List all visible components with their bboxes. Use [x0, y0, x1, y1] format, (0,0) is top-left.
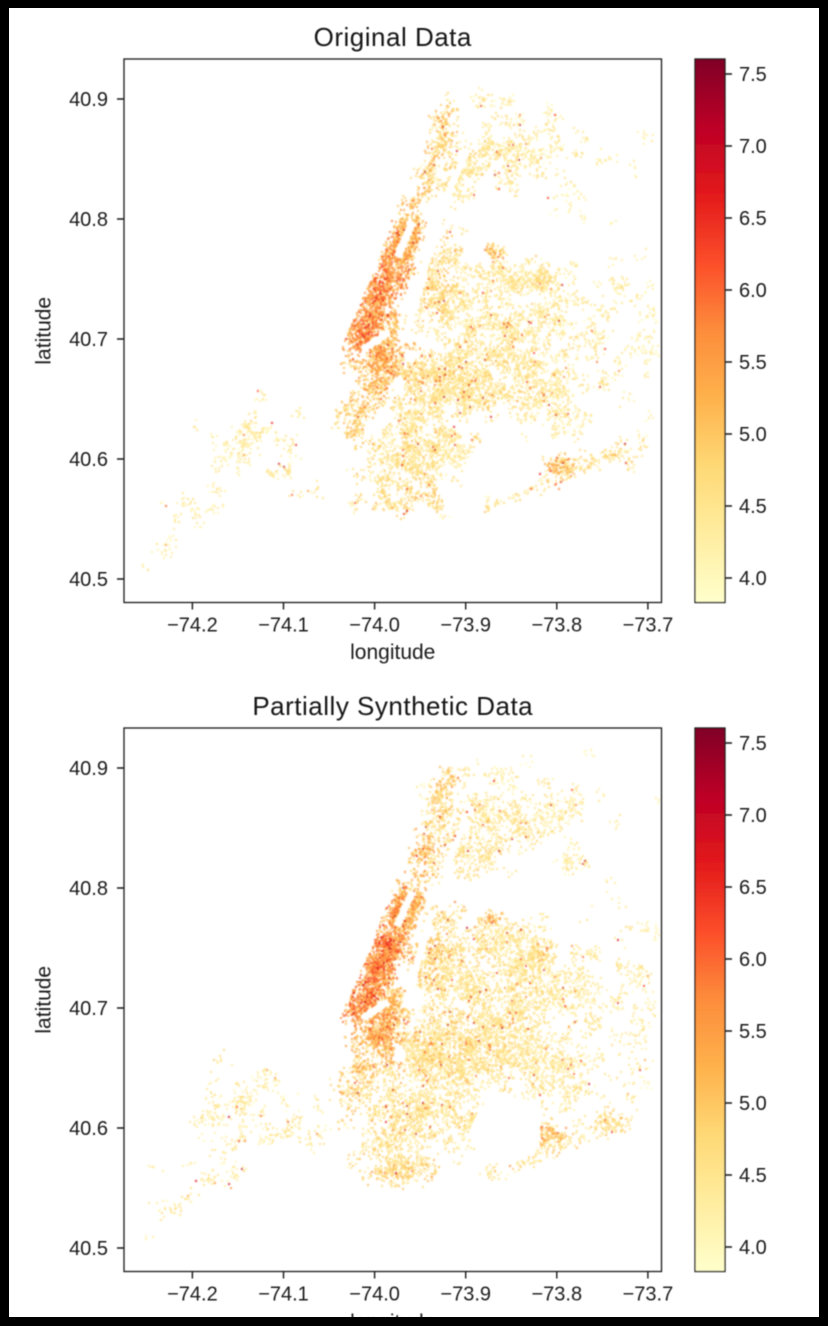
svg-text:6.0: 6.0 [739, 280, 767, 302]
svg-text:40.8: 40.8 [69, 209, 108, 231]
svg-text:latitude: latitude [32, 966, 55, 1034]
svg-text:4.5: 4.5 [739, 496, 767, 518]
svg-text:40.7: 40.7 [69, 329, 108, 351]
svg-text:7.5: 7.5 [739, 733, 767, 755]
svg-text:−73.9: −73.9 [440, 615, 491, 637]
svg-text:longitude: longitude [350, 641, 435, 664]
svg-text:5.0: 5.0 [739, 1093, 767, 1115]
svg-text:40.5: 40.5 [69, 569, 108, 591]
svg-text:6.0: 6.0 [739, 949, 767, 971]
svg-text:40.7: 40.7 [69, 998, 108, 1020]
svg-text:−74.2: −74.2 [167, 615, 218, 637]
svg-text:−74.1: −74.1 [258, 1284, 309, 1306]
svg-text:40.9: 40.9 [69, 758, 108, 780]
svg-text:40.6: 40.6 [69, 449, 108, 471]
svg-text:4.5: 4.5 [739, 1165, 767, 1187]
svg-text:−73.7: −73.7 [623, 615, 674, 637]
svg-text:4.0: 4.0 [739, 1237, 767, 1259]
svg-text:Original Data: Original Data [314, 22, 472, 52]
svg-text:40.5: 40.5 [69, 1238, 108, 1260]
svg-text:6.5: 6.5 [739, 877, 767, 899]
svg-text:−74.0: −74.0 [349, 1284, 400, 1306]
svg-text:7.5: 7.5 [739, 64, 767, 86]
svg-text:−74.1: −74.1 [258, 615, 309, 637]
svg-text:−74.0: −74.0 [349, 615, 400, 637]
svg-text:−73.7: −73.7 [623, 1284, 674, 1306]
svg-text:40.6: 40.6 [69, 1118, 108, 1140]
svg-text:−74.2: −74.2 [167, 1284, 218, 1306]
svg-text:40.8: 40.8 [69, 878, 108, 900]
svg-text:5.5: 5.5 [739, 1021, 767, 1043]
svg-text:6.5: 6.5 [739, 208, 767, 230]
svg-text:5.5: 5.5 [739, 352, 767, 374]
svg-text:latitude: latitude [32, 297, 55, 365]
svg-text:−73.8: −73.8 [531, 615, 582, 637]
svg-text:7.0: 7.0 [739, 805, 767, 827]
svg-text:−73.8: −73.8 [531, 1284, 582, 1306]
svg-text:5.0: 5.0 [739, 424, 767, 446]
svg-text:4.0: 4.0 [739, 568, 767, 590]
svg-text:Partially Synthetic Data: Partially Synthetic Data [252, 691, 533, 721]
svg-text:40.9: 40.9 [69, 89, 108, 111]
svg-text:7.0: 7.0 [739, 136, 767, 158]
svg-text:−73.9: −73.9 [440, 1284, 491, 1306]
